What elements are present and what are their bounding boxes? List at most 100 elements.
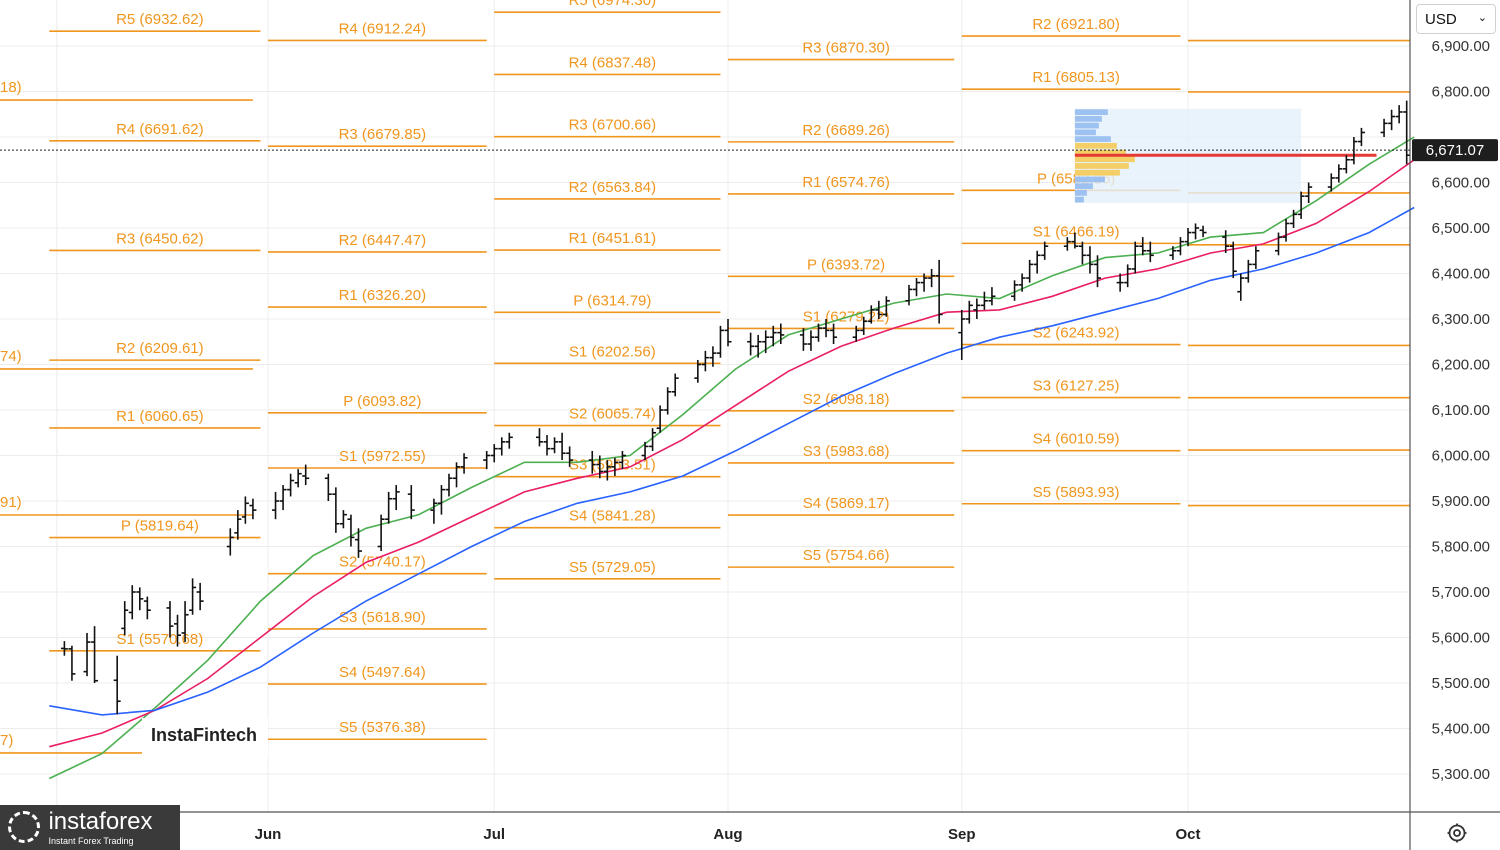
- time-tick-label: Jun: [255, 826, 282, 843]
- ohlc-bar: [1222, 230, 1230, 254]
- ohlc-bar: [1146, 241, 1154, 263]
- ohlc-bar: [113, 655, 121, 715]
- currency-selector[interactable]: USD ⌄: [1416, 4, 1496, 34]
- pivot-label: R1 (6805.13): [1032, 69, 1120, 86]
- ohlc-bar: [724, 319, 732, 347]
- ohlc-bar: [852, 325, 860, 342]
- ohlc-bar: [407, 485, 415, 520]
- ohlc-bar: [1071, 232, 1079, 249]
- ohlc-bar: [483, 450, 491, 470]
- ohlc-bar: [882, 296, 890, 317]
- ohlc-bar: [1078, 241, 1086, 265]
- pivot-label: R2 (6921.80): [1032, 16, 1120, 33]
- ohlc-bar: [505, 432, 513, 449]
- pivot-label-partial: 74): [0, 348, 22, 365]
- ohlc-bar: [1199, 225, 1207, 238]
- ohlc-bar: [302, 464, 310, 486]
- price-tick-label: 6,300.00: [1432, 311, 1490, 328]
- pivot-label: S5 (5754.66): [803, 547, 890, 564]
- ohlc-bar: [1305, 182, 1313, 203]
- ohlc-bar: [1011, 280, 1019, 301]
- pivot-label: R2 (6447.47): [339, 232, 427, 249]
- ohlc-bar: [234, 510, 242, 540]
- settings-gear-icon[interactable]: [1446, 822, 1468, 844]
- price-tick-label: 6,800.00: [1432, 84, 1490, 101]
- ohlc-bar: [272, 491, 280, 520]
- ohlc-bar: [709, 346, 717, 367]
- instaforex-brand[interactable]: instaforex Instant Forex Trading: [0, 805, 180, 850]
- ohlc-bar: [701, 350, 709, 372]
- chart-grid: [0, 0, 1410, 812]
- ohlc-bar: [121, 601, 129, 636]
- ohlc-bar: [603, 460, 611, 481]
- pivot-label: R1 (6451.61): [569, 230, 657, 247]
- price-tick-label: 5,500.00: [1432, 675, 1490, 692]
- ohlc-bar: [294, 469, 302, 488]
- pivot-label: R3 (6870.30): [802, 40, 890, 57]
- ohlc-bar: [166, 601, 174, 638]
- pivot-label-partial: 7): [0, 732, 13, 749]
- ohlc-bar: [174, 614, 182, 647]
- price-tick-label: 5,700.00: [1432, 584, 1490, 601]
- pivot-label: S2 (6065.74): [569, 406, 656, 423]
- ohlc-bar: [1335, 164, 1343, 183]
- ohlc-bar: [875, 300, 883, 319]
- ohlc-bar: [965, 300, 973, 324]
- ohlc-bar: [822, 319, 830, 338]
- pivot-label: R1 (6326.20): [339, 287, 427, 304]
- ohlc-bar: [437, 485, 445, 515]
- ohlc-bar: [1290, 209, 1298, 228]
- pivot-label: P (6093.82): [343, 393, 421, 410]
- time-tick-label: Jul: [483, 826, 505, 843]
- pivot-label: R4 (6691.62): [116, 121, 204, 138]
- ohlc-bar: [618, 450, 626, 470]
- ohlc-bar: [1395, 105, 1403, 124]
- ohlc-bar: [339, 510, 347, 529]
- price-tick-label: 6,400.00: [1432, 266, 1490, 283]
- volume-profile: [1074, 108, 1377, 203]
- volume-profile-bin: [1074, 136, 1111, 142]
- pivot-label: S3 (5618.90): [339, 609, 426, 626]
- ohlc-bar: [354, 528, 362, 558]
- ohlc-bar: [641, 441, 649, 461]
- ohlc-bar: [762, 330, 770, 354]
- ohlc-bar: [226, 528, 234, 556]
- ohlc-bar: [807, 330, 815, 351]
- ohlc-bar: [1124, 264, 1132, 288]
- ohlc-bar: [867, 305, 875, 324]
- ohlc-bar: [1229, 241, 1237, 279]
- volume-profile-bin: [1074, 196, 1084, 203]
- pivot-label: S1 (6202.56): [569, 343, 656, 360]
- brand-name: instaforex: [48, 808, 153, 835]
- ohlc-bar: [136, 587, 144, 611]
- price-tick-label: 5,900.00: [1432, 493, 1490, 510]
- ohlc-bar: [490, 444, 498, 463]
- pivot-label: P (6393.72): [807, 256, 885, 273]
- price-tick-label: 6,500.00: [1432, 220, 1490, 237]
- pivot-levels: R5 (6932.62) R4 (6691.62) R3 (6450.62) R2 (…: [0, 0, 1410, 754]
- pivot-label: R3 (6700.66): [569, 117, 657, 134]
- ohlc-bar: [1380, 118, 1388, 137]
- ohlc-bar: [1192, 223, 1200, 240]
- ohlc-bar: [543, 435, 551, 456]
- pivot-label: P (5819.64): [121, 518, 199, 535]
- last-price-line: 6,671.07: [0, 139, 1498, 162]
- pivot-label: R5 (6932.62): [116, 11, 204, 28]
- pivot-label: S4 (5841.28): [569, 508, 656, 525]
- ohlc-bar: [551, 437, 559, 454]
- ohlc-bar: [1357, 127, 1365, 147]
- ma-fast-line: [48, 136, 1415, 780]
- price-tick-label: 5,300.00: [1432, 766, 1490, 783]
- volume-profile-bin: [1074, 122, 1099, 129]
- pivot-label: S5 (5376.38): [339, 719, 426, 736]
- price-tick-label: 6,000.00: [1432, 448, 1490, 465]
- ohlc-bar: [920, 273, 928, 292]
- ohlc-bar: [935, 259, 943, 324]
- ohlc-bar: [347, 514, 355, 547]
- pivot-label-partial: 18): [0, 79, 22, 96]
- ohlc-bar: [769, 325, 777, 347]
- ohlc-bar: [649, 428, 657, 451]
- ohlc-bar: [189, 578, 197, 615]
